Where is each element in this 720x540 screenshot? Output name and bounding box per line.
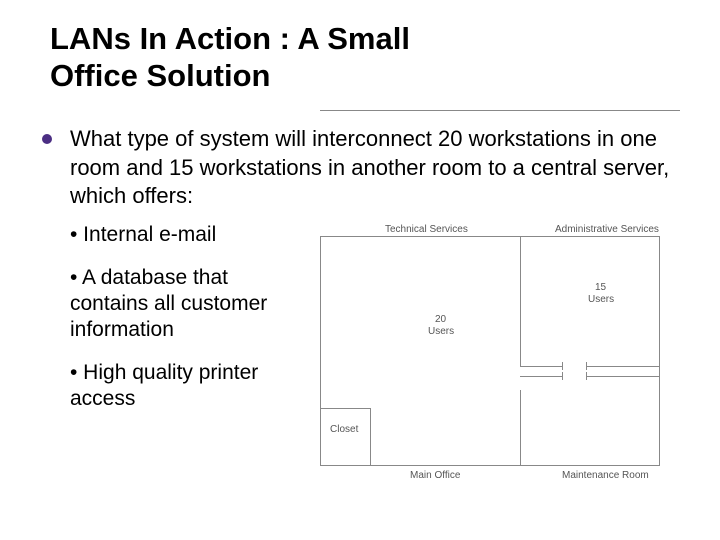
title-underline bbox=[320, 110, 680, 111]
floorplan-wall bbox=[320, 408, 370, 409]
floorplan-outer bbox=[320, 236, 660, 466]
floorplan-wall bbox=[520, 390, 521, 466]
title-line-2: Office Solution bbox=[50, 58, 270, 93]
floorplan-label-users15: 15 bbox=[595, 282, 606, 293]
floorplan-label-users20: 20 bbox=[435, 314, 446, 325]
bullet-icon bbox=[42, 134, 52, 144]
floorplan-wall bbox=[586, 366, 660, 367]
floorplan-wall bbox=[520, 236, 521, 366]
floorplan-wall bbox=[562, 372, 563, 380]
sub-item: • A database that contains all customer … bbox=[70, 265, 292, 342]
slide-title: LANs In Action : A Small Office Solution bbox=[40, 20, 680, 94]
sub-item: • High quality printer access bbox=[70, 360, 292, 411]
floorplan-wall bbox=[370, 408, 371, 466]
title-line-1: LANs In Action : A Small bbox=[50, 21, 410, 56]
floorplan-diagram: Technical Services Administrative Service… bbox=[300, 222, 680, 502]
sub-item: • Internal e-mail bbox=[70, 222, 292, 248]
floorplan-label-closet: Closet bbox=[330, 424, 358, 435]
floorplan-wall bbox=[520, 376, 562, 377]
floorplan-wall bbox=[562, 362, 563, 370]
floorplan-label-main-office: Main Office bbox=[410, 470, 460, 481]
sub-bullets-column: • Internal e-mail • A database that cont… bbox=[40, 222, 300, 502]
main-bullet-row: What type of system will interconnect 20… bbox=[40, 125, 680, 209]
floorplan-label-admin-services: Administrative Services bbox=[555, 224, 659, 235]
floorplan-wall bbox=[586, 372, 587, 380]
floorplan-label-users20b: Users bbox=[428, 326, 454, 337]
content-row: • Internal e-mail • A database that cont… bbox=[40, 222, 680, 502]
floorplan-wall bbox=[586, 376, 660, 377]
floorplan-wall bbox=[586, 362, 587, 370]
floorplan-wall bbox=[520, 366, 562, 367]
main-bullet-text: What type of system will interconnect 20… bbox=[70, 125, 680, 209]
floorplan-label-maint-room: Maintenance Room bbox=[562, 470, 649, 481]
floorplan-label-users15b: Users bbox=[588, 294, 614, 305]
floorplan-label-tech-services: Technical Services bbox=[385, 224, 468, 235]
